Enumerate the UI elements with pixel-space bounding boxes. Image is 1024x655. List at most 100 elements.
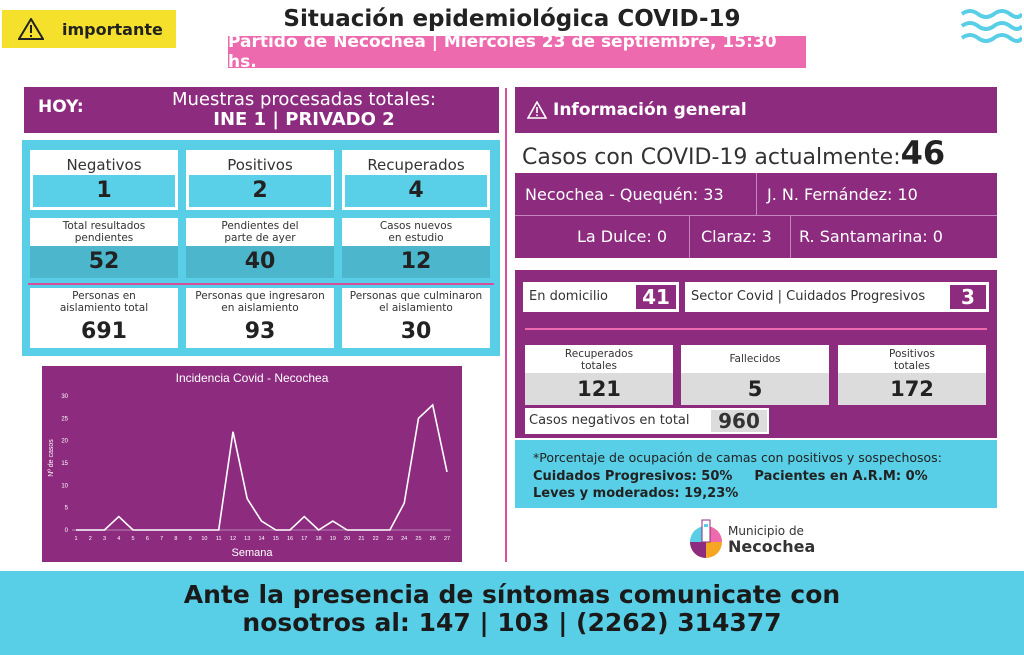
sector-box: Sector Covid | Cuidados Progresivos 3 bbox=[685, 282, 989, 312]
x-tick-label: 27 bbox=[444, 536, 450, 542]
x-tick-label: 10 bbox=[201, 536, 207, 542]
stat-label: Total resultados pendientes bbox=[62, 220, 146, 244]
beds-arm: Pacientes en A.R.M: 0% bbox=[754, 469, 928, 484]
recuperados-totales-card: Recuperados totales 121 bbox=[525, 345, 673, 405]
stat-label: Negativos bbox=[66, 156, 142, 174]
waves-icon bbox=[960, 9, 1022, 43]
location-separator bbox=[756, 173, 757, 215]
y-tick-label: 0 bbox=[65, 528, 69, 534]
domicilio-label: En domicilio bbox=[529, 289, 609, 304]
stat-value: 121 bbox=[525, 373, 673, 405]
x-tick-label: 15 bbox=[273, 536, 279, 542]
y-tick-label: 20 bbox=[61, 439, 68, 445]
casos-actuales: Casos con COVID-19 actualmente:46 bbox=[522, 134, 1002, 172]
page-title: Situación epidemiológica COVID-19 bbox=[283, 6, 741, 32]
municipio-logo: Municipio de Necochea bbox=[688, 516, 838, 560]
stat-value: 691 bbox=[30, 316, 178, 348]
stat-label: Recuperados bbox=[367, 156, 465, 174]
stat-card-casos-nuevos: Casos nuevos en estudio 12 bbox=[342, 218, 490, 278]
status-panel: En domicilio 41 Sector Covid | Cuidados … bbox=[515, 270, 997, 438]
x-tick-label: 16 bbox=[287, 536, 293, 542]
location-separator bbox=[790, 216, 791, 258]
x-tick-label: 24 bbox=[401, 536, 407, 542]
y-tick-label: 30 bbox=[61, 394, 68, 400]
warning-icon bbox=[18, 18, 44, 40]
negativos-value: 960 bbox=[711, 410, 767, 432]
warning-icon bbox=[527, 101, 547, 119]
stat-label: Personas que culminaron el aislamiento bbox=[349, 290, 483, 314]
stat-value: 93 bbox=[186, 316, 334, 348]
beds-cp: Cuidados Progresivos: 50% bbox=[533, 469, 733, 484]
location-la-dulce: La Dulce: 0 bbox=[577, 227, 668, 246]
beds-note: *Porcentaje de ocupación de camas con po… bbox=[533, 450, 942, 465]
x-tick-label: 5 bbox=[132, 536, 135, 542]
daily-stats-panel: Negativos 1 Positivos 2 Recuperados 4 To… bbox=[22, 140, 500, 356]
vertical-divider bbox=[505, 88, 507, 562]
stat-value: 172 bbox=[838, 373, 986, 405]
hoy-label: HOY: bbox=[38, 97, 84, 117]
y-tick-label: 25 bbox=[61, 416, 68, 422]
stat-card-pendientes-total: Total resultados pendientes 52 bbox=[30, 218, 178, 278]
stat-value: 4 bbox=[345, 175, 487, 207]
x-tick-label: 18 bbox=[316, 536, 322, 542]
footer-line2: nosotros al: 147 | 103 | (2262) 314377 bbox=[242, 608, 782, 637]
stat-value: 12 bbox=[342, 246, 490, 278]
x-tick-label: 11 bbox=[216, 536, 222, 542]
stat-label: Casos nuevos en estudio bbox=[379, 220, 453, 244]
stat-card-pendientes-ayer: Pendientes del parte de ayer 40 bbox=[186, 218, 334, 278]
domicilio-box: En domicilio 41 bbox=[523, 282, 679, 312]
stat-label: Fallecidos bbox=[729, 353, 781, 365]
important-badge: importante bbox=[2, 10, 176, 48]
beds-occupancy-panel: *Porcentaje de ocupación de camas con po… bbox=[515, 440, 997, 508]
x-tick-label: 21 bbox=[358, 536, 364, 542]
status-divider bbox=[525, 328, 987, 330]
y-tick-label: 5 bbox=[65, 506, 69, 512]
stat-label: Personas en aislamiento total bbox=[59, 290, 149, 314]
hoy-bar: HOY: Muestras procesadas totales: INE 1 … bbox=[24, 87, 499, 133]
x-tick-label: 9 bbox=[189, 536, 192, 542]
x-tick-label: 23 bbox=[387, 536, 393, 542]
negativos-label: Casos negativos en total bbox=[529, 413, 690, 428]
x-tick-label: 20 bbox=[344, 536, 350, 542]
incidence-chart: Incidencia Covid - Necochea Semana Nº de… bbox=[42, 366, 462, 562]
info-header-label: Información general bbox=[553, 100, 747, 120]
stat-value: 5 bbox=[681, 373, 829, 405]
x-tick-label: 13 bbox=[244, 536, 250, 542]
location-separator bbox=[515, 215, 997, 216]
x-tick-label: 14 bbox=[258, 536, 264, 542]
stat-card-recuperados: Recuperados 4 bbox=[342, 150, 490, 210]
x-tick-label: 25 bbox=[415, 536, 421, 542]
stat-card-positivos: Positivos 2 bbox=[186, 150, 334, 210]
sector-value: 3 bbox=[950, 285, 986, 309]
x-tick-label: 6 bbox=[146, 536, 149, 542]
location-necochea: Necochea - Quequén: 33 bbox=[525, 185, 724, 204]
stat-card-aislamiento-total: Personas en aislamiento total 691 bbox=[30, 288, 178, 348]
stat-value: 2 bbox=[189, 175, 331, 207]
fallecidos-card: Fallecidos 5 bbox=[681, 345, 829, 405]
x-tick-label: 22 bbox=[373, 536, 379, 542]
x-tick-label: 7 bbox=[160, 536, 163, 542]
chart-svg: Incidencia Covid - Necochea Semana Nº de… bbox=[48, 371, 451, 559]
domicilio-value: 41 bbox=[636, 285, 676, 309]
positivos-totales-card: Positivos totales 172 bbox=[838, 345, 986, 405]
divider-line bbox=[28, 283, 494, 285]
y-tick-label: 10 bbox=[61, 483, 68, 489]
x-tick-label: 4 bbox=[117, 536, 120, 542]
sector-label: Sector Covid | Cuidados Progresivos bbox=[691, 289, 926, 304]
stat-value: 40 bbox=[186, 246, 334, 278]
x-tick-label: 3 bbox=[103, 536, 106, 542]
stat-label: Positivos totales bbox=[889, 348, 935, 372]
chart-xlabel: Semana bbox=[232, 547, 274, 559]
beds-leves: Leves y moderados: 19,23% bbox=[533, 486, 739, 501]
stat-card-ingresaron: Personas que ingresaron en aislamiento 9… bbox=[186, 288, 334, 348]
series-line bbox=[76, 403, 448, 532]
stat-label: Pendientes del parte de ayer bbox=[221, 220, 299, 244]
badge-label: importante bbox=[62, 19, 163, 39]
stat-label: Personas que ingresaron en aislamiento bbox=[195, 290, 325, 314]
logo-line2: Necochea bbox=[728, 537, 816, 556]
hoy-line2: INE 1 | PRIVADO 2 bbox=[213, 109, 395, 130]
page-subtitle: Partido de Necochea | Miércoles 23 de se… bbox=[228, 32, 806, 72]
y-tick-label: 15 bbox=[61, 461, 68, 467]
location-fernandez: J. N. Fernández: 10 bbox=[767, 185, 918, 204]
